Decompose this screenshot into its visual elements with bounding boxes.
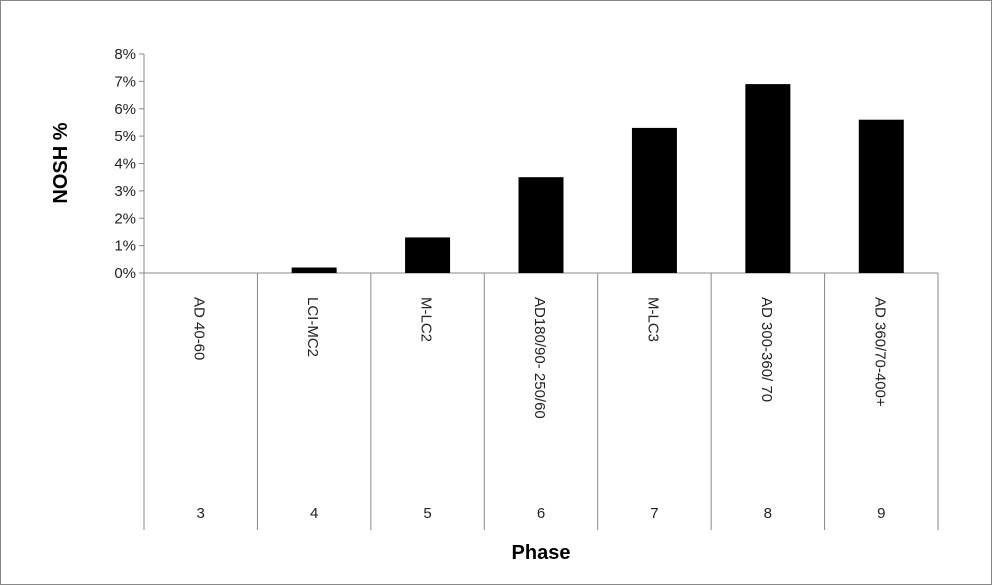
y-tick-label: 1% [114, 238, 136, 255]
y-tick-label: 0% [114, 265, 136, 282]
y-tick-label: 2% [114, 210, 136, 227]
phase-number-label: 5 [423, 505, 431, 522]
phase-number-label: 3 [197, 505, 205, 522]
category-label: LCI-MC2 [304, 297, 321, 357]
category-label-group: AD180/90- 250/60 [531, 297, 548, 419]
y-tick-label: 4% [114, 156, 136, 173]
category-label-group: AD 40-60 [191, 297, 208, 360]
category-label-group: AD 300-360/ 70 [758, 297, 775, 402]
bar [405, 237, 451, 273]
phase-number-labels: 3 4 5 6 7 8 9 [197, 505, 886, 522]
phase-number-label: 9 [877, 505, 885, 522]
y-tick-label: 5% [114, 128, 136, 145]
bar [858, 119, 904, 273]
category-label-group: M-LC2 [418, 297, 435, 342]
category-label: M-LC2 [418, 297, 435, 342]
x-axis-title: Phase [512, 542, 571, 564]
bar [518, 177, 564, 273]
phase-number-label: 8 [764, 505, 772, 522]
y-tick-label: 8% [114, 46, 136, 63]
y-tick-label: 3% [114, 183, 136, 200]
category-label-group: AD 360/70-400+ [871, 297, 888, 407]
category-label: M-LC3 [644, 297, 661, 342]
phase-number-label: 6 [537, 505, 545, 522]
category-label-group: LCI-MC2 [304, 297, 321, 357]
axes [139, 53, 939, 530]
bar [631, 127, 677, 273]
bar [291, 267, 337, 273]
category-label: AD180/90- 250/60 [531, 297, 548, 419]
phase-number-label: 7 [650, 505, 658, 522]
y-tick-labels: 0% 1% 2% 3% 4% 5% 6% 7% 8% [114, 46, 136, 282]
bar [745, 84, 791, 273]
category-labels: AD 40-60 LCI-MC2 M-LC2 AD180/90- 250/60 M-LC… [191, 297, 889, 419]
bars [291, 84, 904, 273]
y-tick-label: 6% [114, 101, 136, 118]
category-label: AD 300-360/ 70 [758, 297, 775, 402]
category-label-group: M-LC3 [644, 297, 661, 342]
category-label: AD 360/70-400+ [871, 297, 888, 407]
phase-number-label: 4 [310, 505, 318, 522]
category-label: AD 40-60 [191, 297, 208, 360]
y-axis-title: NOSH % [50, 122, 72, 203]
y-tick-label: 7% [114, 73, 136, 90]
